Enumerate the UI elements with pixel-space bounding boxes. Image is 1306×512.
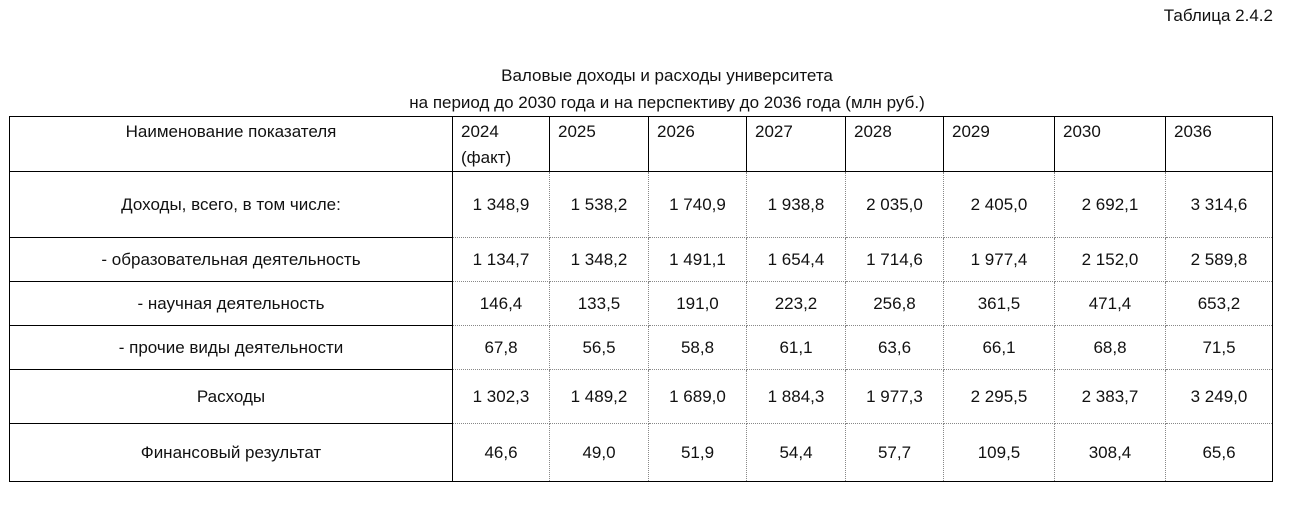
column-header: 2028 — [845, 116, 944, 172]
cell-value: 71,5 — [1165, 325, 1273, 370]
table-label: Таблица 2.4.2 — [1163, 6, 1273, 25]
row-label: - образовательная деятельность — [9, 237, 453, 282]
cell-value: 2 152,0 — [1054, 237, 1166, 282]
cell-value: 1 977,3 — [845, 369, 944, 424]
cell-value: 1 884,3 — [746, 369, 846, 424]
column-header: 2030 — [1054, 116, 1166, 172]
cell-value: 1 348,2 — [549, 237, 649, 282]
cell-value: 63,6 — [845, 325, 944, 370]
cell-value: 1 689,0 — [648, 369, 747, 424]
cell-value: 57,7 — [845, 423, 944, 482]
cell-value: 223,2 — [746, 281, 846, 326]
cell-value: 67,8 — [452, 325, 550, 370]
title-line: Валовые доходы и расходы университета — [501, 66, 833, 85]
title-line: на период до 2030 года и на перспективу … — [409, 93, 925, 112]
cell-value: 46,6 — [452, 423, 550, 482]
row-label: - научная деятельность — [9, 281, 453, 326]
cell-value: 2 295,5 — [943, 369, 1055, 424]
column-header: 2036 — [1165, 116, 1273, 172]
cell-value: 471,4 — [1054, 281, 1166, 326]
row-label: Расходы — [9, 369, 453, 424]
header-row: Наименование показателя 2024 (факт) 2025 20… — [9, 116, 1273, 172]
cell-value: 109,5 — [943, 423, 1055, 482]
cell-value: 1 654,4 — [746, 237, 846, 282]
cell-value: 1 491,1 — [648, 237, 747, 282]
cell-value: 2 405,0 — [943, 171, 1055, 238]
column-header: 2027 — [746, 116, 846, 172]
cell-value: 2 692,1 — [1054, 171, 1166, 238]
cell-value: 1 302,3 — [452, 369, 550, 424]
data-table: Наименование показателя 2024 (факт) 2025 20… — [9, 116, 1273, 482]
row-label: Финансовый результат — [9, 423, 453, 482]
table-row: Финансовый результат 46,6 49,0 51,9 54,4 57,7… — [9, 423, 1273, 482]
cell-value: 56,5 — [549, 325, 649, 370]
table-row: - образовательная деятельность 1 134,7 1 3… — [9, 237, 1273, 282]
table-row: - научная деятельность 146,4 133,5 191,0 223… — [9, 281, 1273, 326]
cell-value: 2 035,0 — [845, 171, 944, 238]
cell-value: 256,8 — [845, 281, 944, 326]
cell-value: 1 977,4 — [943, 237, 1055, 282]
cell-value: 51,9 — [648, 423, 747, 482]
column-header: 2024 (факт) — [452, 116, 550, 172]
cell-value: 1 938,8 — [746, 171, 846, 238]
row-label: Доходы, всего, в том числе: — [9, 171, 453, 238]
cell-value: 1 538,2 — [549, 171, 649, 238]
cell-value: 2 383,7 — [1054, 369, 1166, 424]
column-header: 2029 — [943, 116, 1055, 172]
cell-value: 49,0 — [549, 423, 649, 482]
table-title: Валовые доходы и расходы университета на… — [0, 62, 1306, 116]
cell-value: 133,5 — [549, 281, 649, 326]
cell-value: 361,5 — [943, 281, 1055, 326]
cell-value: 2 589,8 — [1165, 237, 1273, 282]
row-label: - прочие виды деятельности — [9, 325, 453, 370]
cell-value: 58,8 — [648, 325, 747, 370]
cell-value: 3 314,6 — [1165, 171, 1273, 238]
table-row: Расходы 1 302,3 1 489,2 1 689,0 1 884,3 1 977… — [9, 369, 1273, 424]
cell-value: 65,6 — [1165, 423, 1273, 482]
cell-value: 1 134,7 — [452, 237, 550, 282]
cell-value: 308,4 — [1054, 423, 1166, 482]
cell-value: 653,2 — [1165, 281, 1273, 326]
column-header: 2025 — [549, 116, 649, 172]
column-header: Наименование показателя — [9, 116, 453, 172]
cell-value: 191,0 — [648, 281, 747, 326]
table-row: Доходы, всего, в том числе: 1 348,9 1 538,… — [9, 171, 1273, 238]
cell-value: 61,1 — [746, 325, 846, 370]
cell-value: 1 489,2 — [549, 369, 649, 424]
table-row: - прочие виды деятельности 67,8 56,5 58,8 61… — [9, 325, 1273, 370]
column-header: 2026 — [648, 116, 747, 172]
cell-value: 1 740,9 — [648, 171, 747, 238]
cell-value: 68,8 — [1054, 325, 1166, 370]
cell-value: 146,4 — [452, 281, 550, 326]
cell-value: 66,1 — [943, 325, 1055, 370]
cell-value: 1 714,6 — [845, 237, 944, 282]
cell-value: 1 348,9 — [452, 171, 550, 238]
cell-value: 54,4 — [746, 423, 846, 482]
cell-value: 3 249,0 — [1165, 369, 1273, 424]
